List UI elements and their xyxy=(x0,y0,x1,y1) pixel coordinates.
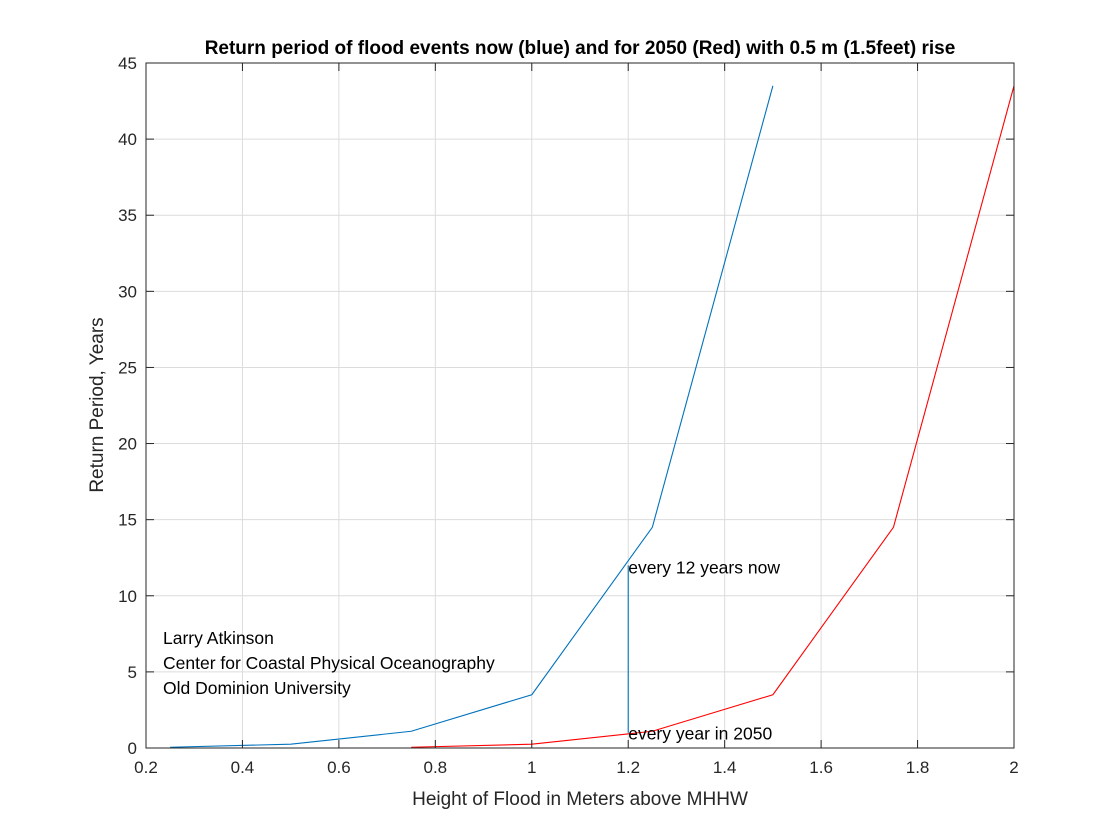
x-axis-title: Height of Flood in Meters above MHHW xyxy=(412,789,748,810)
series-line-1 xyxy=(411,85,1015,748)
annotation-layer: every 12 years now every year in 2050 Larr… xyxy=(163,557,780,743)
grid-layer xyxy=(145,62,1015,749)
x-tick-label: 1 xyxy=(527,758,536,777)
y-tick-label: 10 xyxy=(118,587,137,606)
x-tick-label: 2 xyxy=(1009,758,1018,777)
x-tick-label: 1.4 xyxy=(713,758,737,777)
x-tick-label: 0.4 xyxy=(231,758,255,777)
y-axis-title: Return Period, Years xyxy=(87,317,108,492)
x-tick-label: 1.2 xyxy=(616,758,640,777)
annotation-label: every 12 years now xyxy=(628,557,780,577)
y-tick-label: 5 xyxy=(128,663,137,682)
chart-title: Return period of flood events now (blue)… xyxy=(205,38,956,59)
y-tick-label: 15 xyxy=(118,511,137,530)
y-tick-label: 30 xyxy=(118,282,137,301)
y-tick-label: 45 xyxy=(118,54,137,73)
series-layer xyxy=(170,85,1015,748)
credit-line: Center for Coastal Physical Oceanography xyxy=(163,653,495,673)
y-tick-label: 35 xyxy=(118,206,137,225)
y-tick-label: 20 xyxy=(118,435,137,454)
y-tick-label: 40 xyxy=(118,130,137,149)
credit-line: Larry Atkinson xyxy=(163,628,274,648)
x-tick-label: 0.6 xyxy=(327,758,351,777)
plot-frame xyxy=(145,62,1015,749)
axes-layer xyxy=(145,62,1015,749)
x-tick-label: 0.8 xyxy=(424,758,448,777)
tick-layer: 0.2 0.4 0.6 0.8 1 1.2 1.4 1.6 1.8 205101520253035… xyxy=(118,54,1019,777)
x-tick-label: 0.2 xyxy=(134,758,158,777)
x-tick-label: 1.8 xyxy=(906,758,930,777)
y-tick-label: 25 xyxy=(118,358,137,377)
x-tick-label: 1.6 xyxy=(809,758,833,777)
y-tick-label: 0 xyxy=(128,739,137,758)
credit-line: Old Dominion University xyxy=(163,678,351,698)
annotation-label: every year in 2050 xyxy=(628,723,772,743)
series-line-0 xyxy=(170,85,774,748)
